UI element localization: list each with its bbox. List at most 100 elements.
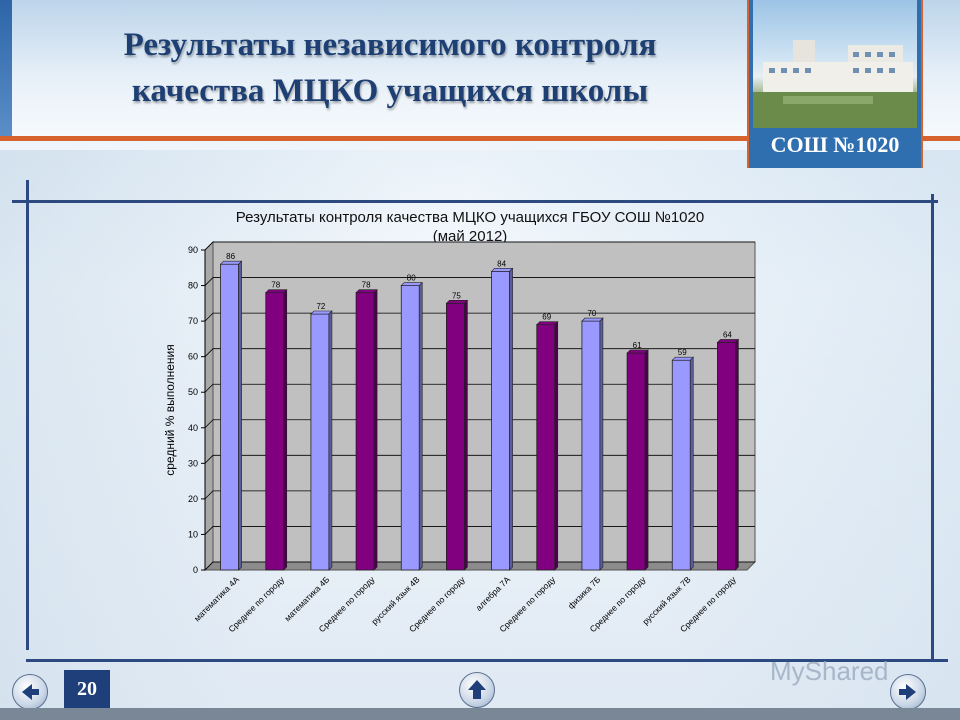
bar — [265, 288, 288, 571]
bar-front — [446, 302, 465, 571]
bar — [716, 338, 740, 571]
gridline — [204, 383, 755, 393]
page-title: Результаты независимого контроля качеств… — [30, 22, 750, 114]
data-label: 72 — [316, 302, 325, 311]
chart-title-line1: Результаты контроля качества МЦКО учащих… — [235, 209, 705, 226]
gridline — [204, 312, 755, 322]
bar-front — [717, 342, 736, 571]
bar-front — [491, 270, 510, 571]
data-label: 78 — [362, 281, 371, 290]
data-label: 75 — [452, 291, 461, 300]
plot-side-wall — [204, 240, 214, 572]
gridline — [204, 490, 755, 500]
school-photo — [753, 0, 917, 128]
bar-chart: 0 10 20 30 40 50 60 70 80 90 средний % выполнения 8… — [163, 240, 757, 634]
school-label: СОШ №1020 — [770, 132, 900, 157]
bar-front — [671, 359, 691, 571]
chart-title-line2: (май 2012) — [432, 228, 508, 245]
bar-front — [310, 313, 330, 571]
watermark: MyShared — [770, 656, 889, 686]
bar-side — [464, 299, 468, 571]
chart-frame — [12, 180, 948, 662]
bar-top — [490, 268, 514, 272]
bar-top — [536, 321, 559, 325]
y-tick-label: 10 — [188, 529, 198, 539]
page-number: 20 — [64, 670, 110, 708]
gridline — [204, 561, 755, 571]
y-axis-label: средний % выполнения — [163, 344, 177, 476]
bar — [536, 320, 559, 571]
bar-front — [536, 324, 556, 571]
page-title-line2: качества МЦКО учащихся школы — [131, 73, 649, 109]
x-tick-label: алгебра 7А — [474, 574, 513, 613]
y-tick-label: 30 — [188, 458, 198, 468]
bar-side — [283, 288, 288, 571]
data-label: 64 — [723, 330, 732, 339]
bar — [581, 317, 604, 571]
next-slide-button[interactable] — [890, 674, 926, 710]
bar — [671, 356, 694, 571]
bottom-bar — [0, 708, 960, 720]
bar-top — [445, 300, 469, 304]
bar-front — [400, 285, 420, 571]
bar-front — [581, 320, 601, 571]
y-tick-label: 50 — [188, 387, 198, 397]
data-label: 61 — [633, 341, 642, 350]
data-label: 80 — [407, 274, 416, 283]
header-accent-bar — [0, 0, 12, 140]
frame-line-left — [26, 180, 29, 650]
bar-top — [355, 289, 378, 293]
y-tick-label: 60 — [188, 352, 198, 362]
y-tick-label: 40 — [188, 423, 198, 433]
bar-front — [355, 292, 375, 571]
bar-side — [644, 349, 649, 571]
arrow-left-icon — [22, 684, 39, 700]
bar-top — [400, 282, 423, 286]
header-divider — [0, 136, 960, 141]
school-building-image — [753, 40, 917, 128]
bar-side — [689, 356, 694, 571]
frame-line-bottom — [26, 659, 948, 662]
bar — [445, 299, 469, 571]
frame-line-top — [12, 200, 938, 203]
data-label: 78 — [271, 281, 280, 290]
school-photo-panel: СОШ №1020 — [747, 0, 923, 168]
bar — [219, 260, 243, 571]
y-tick-label: 80 — [188, 281, 198, 291]
gridline — [204, 241, 755, 251]
bar — [310, 310, 333, 571]
data-label: 70 — [587, 309, 596, 318]
bar-top — [265, 289, 288, 293]
gridline — [204, 454, 755, 464]
x-tick-label: физика 7Б — [566, 574, 603, 611]
bar-front — [265, 292, 285, 571]
bar — [400, 281, 423, 571]
bar-side — [373, 288, 378, 571]
bar-top — [310, 310, 333, 315]
frame-line-right — [931, 194, 934, 662]
bar-top — [671, 356, 694, 361]
prev-slide-button[interactable] — [12, 674, 48, 710]
page-title-line1: Результаты независимого контроля — [123, 27, 657, 63]
bar-top — [716, 339, 740, 343]
data-label: 86 — [226, 252, 235, 261]
bar-front — [626, 352, 646, 571]
x-tick-label: математика 4А — [192, 574, 241, 623]
data-label: 59 — [678, 348, 687, 357]
bar-top — [581, 317, 604, 322]
gridline — [204, 348, 755, 357]
bar-side — [554, 320, 559, 571]
bar-front — [220, 263, 239, 571]
data-label: 84 — [497, 259, 506, 268]
data-label: 69 — [542, 313, 551, 322]
bar-side — [238, 260, 242, 571]
bar-side — [599, 317, 604, 571]
y-tick-label: 70 — [188, 316, 198, 326]
bar-side — [735, 338, 739, 571]
home-slide-button[interactable] — [459, 672, 495, 708]
bar-side — [509, 267, 513, 571]
y-tick-label: 20 — [188, 494, 198, 504]
bar — [626, 349, 649, 571]
arrow-right-icon — [899, 684, 916, 700]
gridline — [204, 419, 755, 429]
